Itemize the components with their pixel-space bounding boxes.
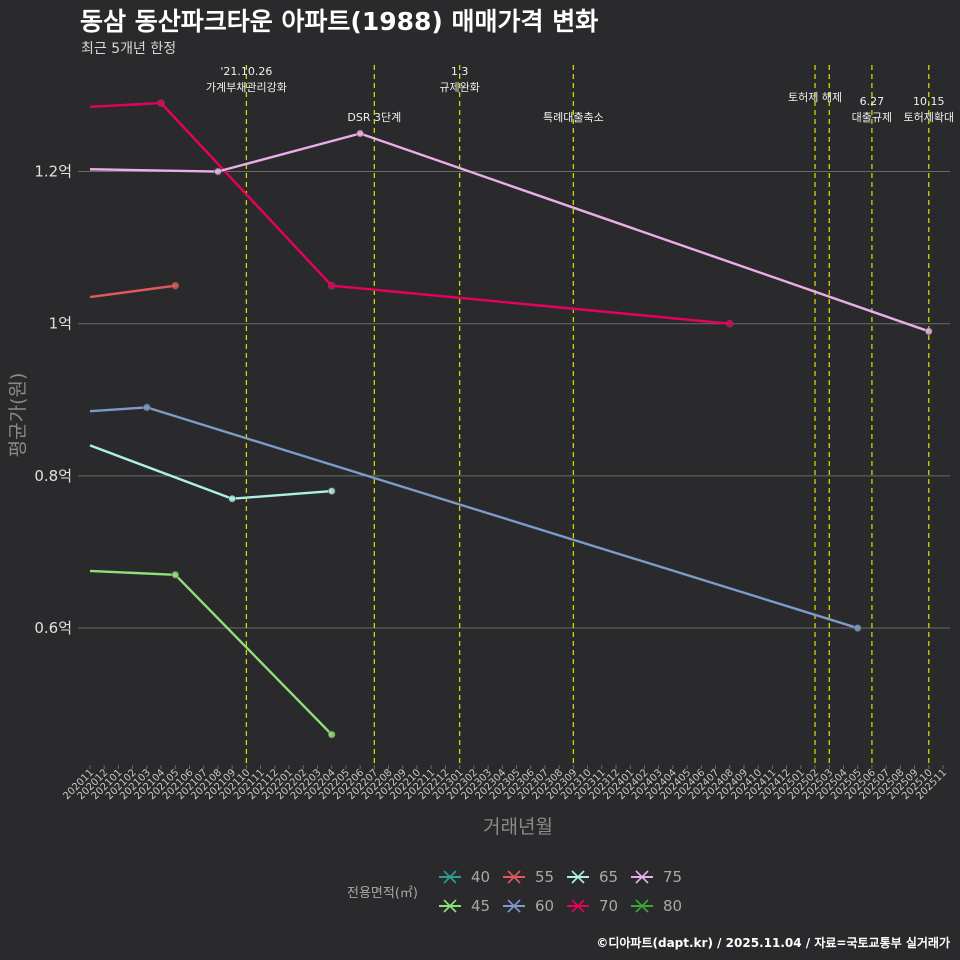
legend-label: 60 [535,897,554,915]
y-axis-ticks: 0.6억 0.8억 1억 1.2억 [34,163,72,638]
series-60 [89,403,862,632]
series-line [89,284,176,299]
legend-key-cross [507,870,521,884]
data-point [157,99,165,107]
data-point [228,494,236,503]
legend-item: 65 [567,868,618,886]
series-line [89,132,930,333]
event-annotation: 가계부채관리강화 [206,81,287,94]
series-line [89,569,333,736]
legend-item: 75 [631,868,682,886]
legend-label: 55 [535,868,554,886]
legend-label: 40 [471,868,490,886]
legend-label: 80 [663,897,682,915]
legend-label: 65 [599,868,618,886]
y-tick-label: 1.2억 [34,163,72,181]
y-axis-label: 평균가(원) [7,373,29,458]
legend-label: 45 [471,897,490,915]
series-line [89,101,730,325]
legend-key-cross [571,899,585,913]
legend-title: 전용면적(㎡) [347,886,418,901]
x-axis-label: 거래년월 [483,816,553,838]
data-point [356,129,364,138]
legend-item: 70 [567,897,618,915]
data-point [725,319,734,328]
legend-item: 45 [439,897,490,915]
chart-caption: ©디아파트(dapt.kr) / 2025.11.04 / 자료=국토교통부 실… [596,935,950,950]
data-point [171,570,180,579]
series-70 [89,99,734,328]
data-point [853,624,862,632]
legend-item: 55 [503,868,554,886]
x-axis-ticks: 2020112020122021012021022021032021042021… [61,765,949,802]
legend: 40 55 65 75 45 60 70 80 [439,868,682,915]
event-annotation: 토허제 해제 [788,90,842,104]
event-annotation: 특례대출축소 [543,111,604,124]
event-annotation: 1.3 [451,65,469,78]
legend-key-cross [571,870,585,884]
legend-key-cross [443,870,457,884]
legend-label: 75 [663,868,682,886]
event-annotation: 10.15 [913,95,945,108]
legend-item: 60 [503,897,554,915]
event-annotation: 토허제확대 [903,111,954,124]
series-layer [89,99,933,739]
series-75 [89,129,933,336]
data-point [327,730,336,739]
data-point [327,281,336,290]
legend-key-cross [635,870,649,884]
legend-key-cross [507,899,521,913]
series-55 [89,281,180,299]
event-annotation: 대출규제 [852,111,892,124]
data-point [214,167,222,176]
grid-layer [78,171,950,629]
data-point [327,487,336,495]
legend-key-cross [443,899,457,913]
y-tick-label: 1억 [49,315,72,333]
data-point [143,403,151,412]
event-annotation: 6.27 [860,95,885,108]
data-point [924,327,933,336]
legend-key-cross [635,899,649,913]
y-tick-label: 0.6억 [34,619,72,637]
legend-label: 70 [599,897,618,915]
series-65 [89,444,336,503]
chart-title: 동삼 동산파크타운 아파트(1988) 매매가격 변화 [80,7,598,36]
event-annotation: '21.10.26 [220,65,272,78]
series-45 [89,569,336,739]
event-lines [245,65,930,765]
event-annotation: DSR 3단계 [347,111,401,124]
legend-item: 40 [439,868,490,886]
data-point [171,281,180,290]
y-tick-label: 0.8억 [34,467,72,485]
event-annotation: 규제완화 [439,81,479,94]
chart-subtitle: 최근 5개년 한정 [81,41,176,57]
series-line [89,406,859,630]
legend-item: 80 [631,897,682,915]
